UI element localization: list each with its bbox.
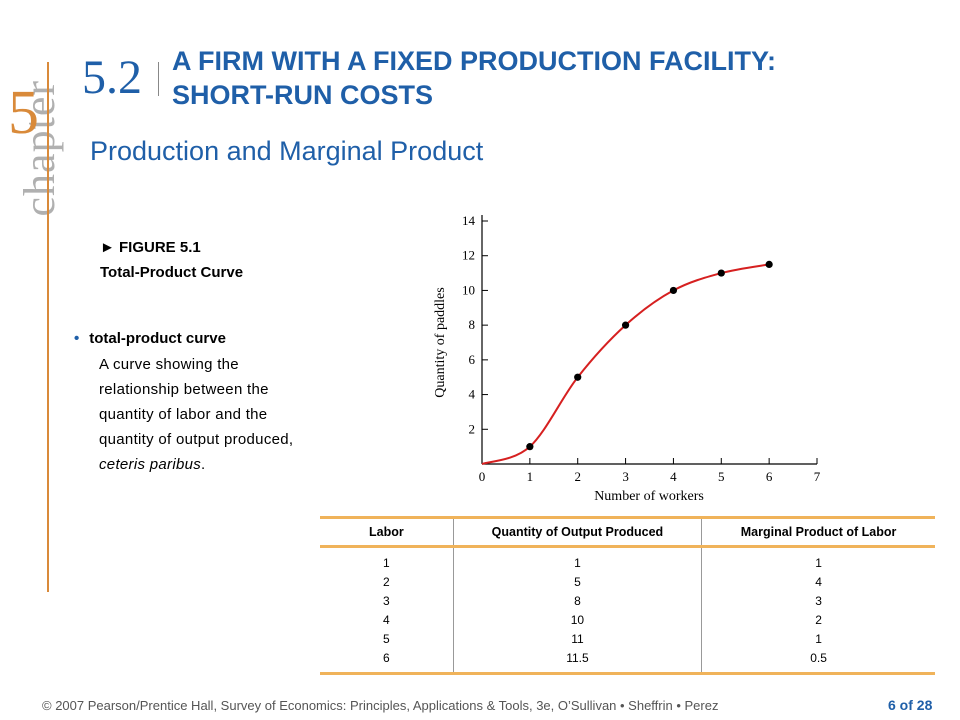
cell-marginal-product: 1 bbox=[815, 631, 822, 646]
y-tick-label: 2 bbox=[469, 421, 476, 436]
chapter-divider bbox=[47, 62, 49, 592]
total-product-curve bbox=[481, 263, 770, 465]
header-marginal-product: Marginal Product of Labor bbox=[701, 516, 935, 548]
cell-labor: 5 bbox=[383, 631, 390, 646]
x-axis-label: Number of workers bbox=[594, 489, 704, 504]
y-axis-label: Quantity of paddles bbox=[433, 287, 448, 397]
table-row: 1 1 1 bbox=[320, 546, 935, 572]
data-point bbox=[669, 286, 678, 295]
table-header-row: Labor Quantity of Output Produced Margin… bbox=[320, 516, 935, 548]
table-row: 6 11.5 0.5 bbox=[320, 648, 935, 675]
cell-output: 1 bbox=[452, 546, 703, 572]
cell-marginal-product: 1 bbox=[815, 555, 822, 570]
definition-period: . bbox=[201, 456, 206, 473]
cell-marginal-product: 0.5 bbox=[701, 648, 935, 675]
header-labor: Labor bbox=[320, 516, 454, 548]
definition-term-text: total-product curve bbox=[89, 330, 226, 347]
cell-labor: 2 bbox=[383, 574, 390, 589]
x-tick-label: 5 bbox=[718, 469, 725, 484]
cell-output: 8 bbox=[452, 591, 703, 610]
data-point bbox=[526, 443, 534, 451]
x-tick-label: 7 bbox=[814, 469, 821, 484]
figure-number: ► FIGURE 5.1 bbox=[100, 239, 201, 256]
section-separator bbox=[158, 62, 159, 96]
cell-labor: 6 bbox=[320, 648, 454, 675]
y-tick-label: 10 bbox=[462, 282, 475, 297]
cell-marginal-product: 2 bbox=[815, 612, 822, 627]
page-number: 6 of 28 bbox=[888, 697, 933, 713]
figure-label: ► FIGURE 5.1 Total-Product Curve bbox=[100, 235, 243, 285]
production-table: Labor Quantity of Output Produced Margin… bbox=[320, 516, 935, 675]
x-tick-label: 1 bbox=[527, 469, 534, 484]
cell-output: 11 bbox=[452, 629, 703, 648]
data-point bbox=[717, 269, 725, 277]
definition-line: A curve showing the bbox=[99, 356, 239, 373]
table-row: 3 8 3 bbox=[320, 591, 935, 610]
bullet-icon: • bbox=[74, 330, 80, 347]
copyright-footer: © 2007 Pearson/Prentice Hall, Survey of … bbox=[42, 698, 719, 713]
page-subtitle: Production and Marginal Product bbox=[90, 136, 484, 166]
definition-italic: ceteris paribus bbox=[99, 456, 202, 473]
x-tick-label: 2 bbox=[574, 469, 581, 484]
x-tick-label: 3 bbox=[622, 469, 629, 484]
definition-line: quantity of labor and the bbox=[99, 406, 268, 423]
cell-labor: 3 bbox=[383, 593, 390, 608]
definition-line: quantity of output produced, bbox=[99, 431, 294, 448]
cell-output: 10 bbox=[452, 610, 703, 629]
definition-term: • total-product curve bbox=[74, 330, 226, 347]
cell-output: 5 bbox=[452, 572, 703, 591]
data-point bbox=[765, 260, 773, 268]
x-tick-label: 4 bbox=[670, 469, 677, 484]
y-tick-label: 12 bbox=[462, 248, 475, 263]
y-tick-label: 4 bbox=[469, 387, 476, 402]
definition-text: A curve showing the relationship between… bbox=[99, 352, 379, 477]
y-tick-label: 6 bbox=[469, 352, 476, 367]
cell-labor: 4 bbox=[383, 612, 390, 627]
definition-line: relationship between the bbox=[99, 381, 269, 398]
data-point bbox=[574, 373, 582, 381]
x-tick-label: 6 bbox=[766, 469, 773, 484]
cell-labor: 1 bbox=[383, 555, 390, 570]
section-number: 5.2 bbox=[82, 51, 142, 104]
table-row: 4 10 2 bbox=[320, 610, 935, 629]
cell-marginal-product: 4 bbox=[815, 574, 822, 589]
data-point bbox=[621, 321, 630, 329]
header-output: Quantity of Output Produced bbox=[452, 516, 703, 548]
y-tick-label: 8 bbox=[469, 317, 476, 332]
table-row: 5 11 1 bbox=[320, 629, 935, 648]
figure-caption: Total-Product Curve bbox=[100, 264, 244, 281]
table-row: 2 5 4 bbox=[320, 572, 935, 591]
chapter-number: 5 bbox=[8, 79, 39, 147]
cell-marginal-product: 3 bbox=[815, 593, 822, 608]
x-tick-label: 0 bbox=[479, 469, 486, 484]
page-title: A FIRM WITH A FIXED PRODUCTION FACILITY:… bbox=[172, 46, 776, 110]
y-tick-label: 14 bbox=[462, 213, 476, 228]
cell-output: 11.5 bbox=[452, 648, 703, 675]
definition-line: ceteris paribus. bbox=[99, 452, 379, 477]
